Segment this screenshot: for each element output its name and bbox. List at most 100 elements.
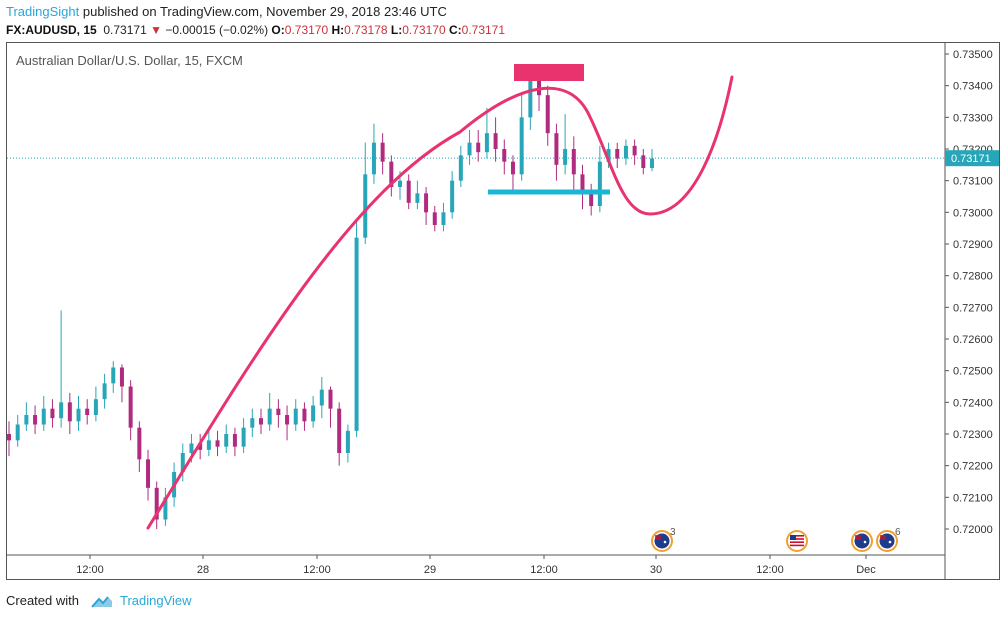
- candle-body[interactable]: [528, 79, 533, 118]
- candle[interactable]: [623, 139, 628, 165]
- candle[interactable]: [76, 396, 81, 431]
- candle[interactable]: [119, 364, 124, 403]
- candle[interactable]: [146, 449, 151, 501]
- candle-body[interactable]: [389, 161, 394, 187]
- candle-body[interactable]: [276, 408, 281, 415]
- candle[interactable]: [363, 142, 368, 244]
- candle-body[interactable]: [258, 418, 263, 425]
- candle-body[interactable]: [632, 145, 637, 156]
- candle-body[interactable]: [76, 408, 81, 422]
- candle[interactable]: [467, 130, 472, 165]
- candle-body[interactable]: [285, 415, 290, 425]
- event-badge[interactable]: 3: [651, 527, 676, 552]
- candle[interactable]: [545, 85, 550, 146]
- candle-body[interactable]: [232, 434, 237, 447]
- candle[interactable]: [415, 180, 420, 210]
- candle-body[interactable]: [198, 443, 203, 450]
- candle[interactable]: [41, 396, 46, 431]
- candle-body[interactable]: [67, 402, 72, 422]
- candle[interactable]: [15, 415, 20, 447]
- candle[interactable]: [571, 136, 576, 194]
- candle[interactable]: [563, 114, 568, 175]
- candle-body[interactable]: [206, 440, 211, 450]
- candle[interactable]: [85, 399, 90, 425]
- candle-body[interactable]: [623, 145, 628, 159]
- author-name[interactable]: TradingSight: [6, 4, 80, 19]
- event-badge[interactable]: [851, 530, 873, 552]
- candle[interactable]: [510, 155, 515, 194]
- candle[interactable]: [276, 399, 281, 428]
- candle[interactable]: [111, 361, 116, 393]
- candle-body[interactable]: [302, 408, 307, 422]
- candle[interactable]: [476, 130, 481, 162]
- candle[interactable]: [33, 405, 38, 435]
- candle-body[interactable]: [180, 453, 185, 472]
- candle[interactable]: [215, 430, 220, 457]
- candle[interactable]: [7, 421, 11, 457]
- candle[interactable]: [389, 155, 394, 197]
- candle-body[interactable]: [24, 415, 29, 425]
- candle-body[interactable]: [415, 193, 420, 203]
- candle[interactable]: [180, 443, 185, 482]
- candle[interactable]: [632, 139, 637, 165]
- candle-body[interactable]: [241, 427, 246, 447]
- candle-body[interactable]: [606, 149, 611, 162]
- candle[interactable]: [354, 221, 359, 438]
- candle[interactable]: [493, 117, 498, 162]
- event-badge[interactable]: [786, 530, 808, 552]
- candle[interactable]: [267, 392, 272, 431]
- candle-body[interactable]: [493, 133, 498, 149]
- candle[interactable]: [641, 149, 646, 175]
- candle-body[interactable]: [406, 180, 411, 203]
- candle-body[interactable]: [41, 408, 46, 425]
- candle[interactable]: [241, 418, 246, 453]
- candle-body[interactable]: [450, 180, 455, 213]
- candle[interactable]: [232, 427, 237, 457]
- candle-body[interactable]: [641, 155, 646, 168]
- candle-body[interactable]: [163, 497, 168, 520]
- candle[interactable]: [137, 421, 142, 472]
- candle-body[interactable]: [311, 405, 316, 422]
- candle-body[interactable]: [363, 174, 368, 238]
- candle[interactable]: [293, 399, 298, 431]
- candle[interactable]: [258, 408, 263, 434]
- candle[interactable]: [206, 430, 211, 457]
- candle[interactable]: [406, 174, 411, 210]
- candle-body[interactable]: [424, 193, 429, 213]
- candle-body[interactable]: [650, 158, 654, 169]
- candle-series[interactable]: [7, 73, 654, 529]
- candle-body[interactable]: [93, 399, 98, 415]
- candle-body[interactable]: [102, 383, 107, 400]
- candle-body[interactable]: [563, 149, 568, 165]
- candle-body[interactable]: [337, 408, 342, 453]
- tradingview-link[interactable]: TradingView: [120, 593, 192, 608]
- candle-body[interactable]: [189, 443, 194, 454]
- candle-body[interactable]: [137, 427, 142, 460]
- event-badge[interactable]: 6: [876, 527, 901, 552]
- candle[interactable]: [50, 399, 55, 428]
- candle-body[interactable]: [484, 133, 489, 153]
- candle[interactable]: [441, 202, 446, 232]
- candle[interactable]: [154, 481, 159, 530]
- candle[interactable]: [371, 123, 376, 184]
- candle[interactable]: [302, 402, 307, 431]
- candle-body[interactable]: [119, 367, 124, 387]
- candle-body[interactable]: [215, 440, 220, 447]
- candle-body[interactable]: [59, 402, 64, 419]
- candle-body[interactable]: [250, 418, 255, 428]
- candle-body[interactable]: [267, 408, 272, 425]
- candle[interactable]: [328, 386, 333, 428]
- candle-body[interactable]: [580, 174, 585, 194]
- candle[interactable]: [528, 73, 533, 130]
- candle[interactable]: [128, 380, 133, 441]
- candle[interactable]: [93, 386, 98, 422]
- candle-body[interactable]: [458, 155, 463, 181]
- candle[interactable]: [285, 405, 290, 441]
- candle-body[interactable]: [432, 212, 437, 225]
- candle[interactable]: [580, 164, 585, 210]
- candle[interactable]: [615, 142, 620, 168]
- candle[interactable]: [502, 139, 507, 175]
- candle-body[interactable]: [441, 212, 446, 225]
- candle-body[interactable]: [519, 117, 524, 175]
